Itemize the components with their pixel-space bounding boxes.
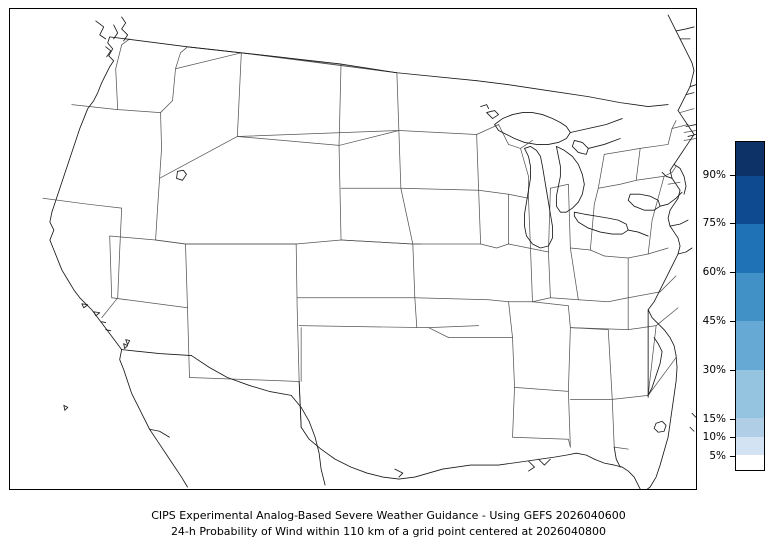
colorbar-tick-label-90: 90%	[702, 168, 726, 181]
colorbar-tick-label-10: 10%	[702, 430, 726, 443]
colorbar-tick-label-45: 45%	[702, 314, 726, 327]
colorbar-band-5-10	[736, 436, 764, 456]
colorbar-band-75-90	[736, 175, 764, 225]
colorbar-tick-label-30: 30%	[702, 363, 726, 376]
colorbar-band-15-30	[736, 369, 764, 419]
map-axes[interactable]	[9, 8, 697, 490]
probability-colorbar[interactable]	[735, 141, 765, 471]
coastlines	[49, 14, 696, 489]
colorbar-band-10-15	[736, 418, 764, 437]
colorbar-band-below-5	[736, 455, 764, 470]
colorbar-tick-label-60: 60%	[702, 265, 726, 278]
colorbar-tick-label-15: 15%	[702, 412, 726, 425]
figure-title: CIPS Experimental Analog-Based Severe We…	[0, 508, 777, 540]
conus-map	[42, 14, 696, 489]
state-boundaries	[42, 38, 696, 450]
colorbar-band-30-45	[736, 321, 764, 370]
colorbar-band-60-75	[736, 224, 764, 273]
colorbar-tick-label-5: 5%	[709, 449, 726, 462]
colorbar-tick-label-75: 75%	[702, 216, 726, 229]
figure-title-line-1: CIPS Experimental Analog-Based Severe We…	[151, 509, 626, 522]
colorbar-band-45-60	[736, 272, 764, 322]
figure-title-line-2: 24-h Probability of Wind within 110 km o…	[170, 525, 607, 538]
colorbar-band-90-plus	[736, 142, 764, 176]
